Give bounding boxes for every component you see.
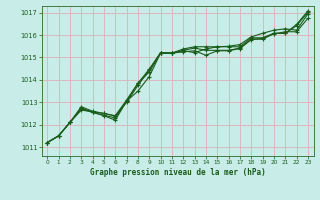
X-axis label: Graphe pression niveau de la mer (hPa): Graphe pression niveau de la mer (hPa) [90, 168, 266, 177]
